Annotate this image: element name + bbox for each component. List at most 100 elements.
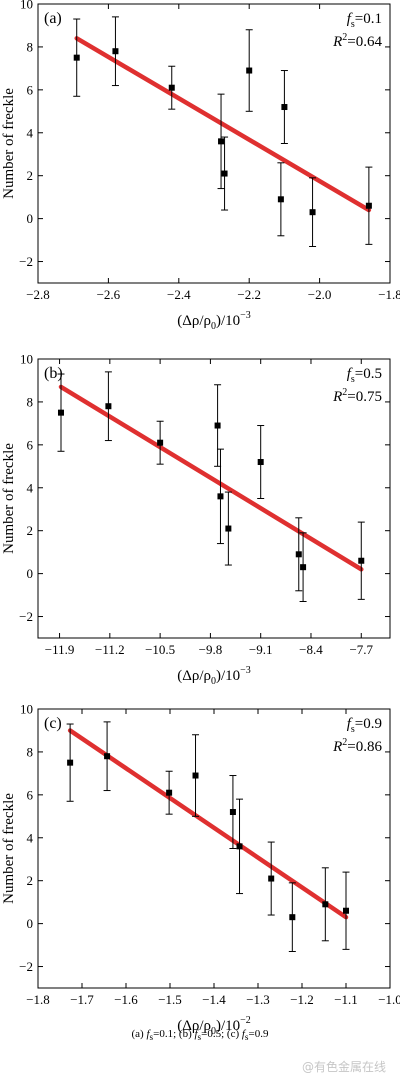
x-tick-label: −1.2: [290, 992, 314, 1007]
annotation-f: f: [347, 11, 353, 27]
data-point: [168, 84, 175, 91]
data-point: [73, 54, 80, 61]
caption-c-f: f: [241, 1028, 245, 1040]
y-tick-label: 0: [27, 211, 34, 226]
x-label-rho-sub: 0: [211, 321, 216, 332]
x-tick-label: −2.2: [237, 287, 261, 302]
x-label-base: (Δρ/ρ: [177, 1018, 211, 1034]
y-tick-label: 2: [27, 873, 34, 888]
data-point: [246, 67, 253, 74]
data-point: [365, 202, 372, 209]
annotation-f: f: [347, 716, 353, 732]
annotation-f-sub: s: [351, 19, 355, 30]
chart-b-svg: −11.9 −11.2 −10.5 −9.8 −9.1 −8.4 −7.7 −2 0 2 4 6 8 10…: [1, 352, 391, 687]
annotation-r2: R2=0.75: [332, 387, 382, 405]
x-tick-label: −7.7: [349, 642, 373, 657]
x-axis-label: (Δρ/ρ0)/10−2: [177, 1015, 251, 1037]
data-point: [214, 422, 221, 429]
data-point: [104, 753, 111, 760]
data-point: [295, 551, 302, 558]
annotation-fs-value: =0.9: [355, 716, 382, 732]
y-tick-label: 6: [27, 787, 34, 802]
caption-c-value: 0.9: [254, 1028, 269, 1040]
annotation-r-sup: 2: [342, 32, 347, 43]
data-point: [166, 789, 173, 796]
annotation-r2: R2=0.64: [332, 32, 382, 50]
chart-panel-a: −2.8 −2.6 −2.4 −2.2 −2.0 −1.8 −2 0 2 4 6 8 10 (a) fs=0…: [0, 0, 400, 350]
caption-b-eq: =: [201, 1028, 208, 1040]
x-label-close: )/10: [216, 668, 240, 684]
chart-panel-c: −1.8 −1.7 −1.6 −1.5 −1.4 −1.3 −1.2 −1.1 −1.0 −2 0 2…: [0, 702, 400, 1055]
fit-line: [74, 36, 372, 213]
caption-b-fsub: s: [197, 1032, 202, 1043]
annotation-f-sub: s: [351, 724, 355, 735]
data-point: [257, 459, 264, 466]
annotation-r: R: [332, 389, 342, 405]
data-point: [358, 557, 365, 564]
x-tick-label: −1.3: [246, 992, 270, 1007]
data-point: [309, 209, 316, 216]
data-point: [229, 809, 236, 816]
x-tick-label: −1.7: [70, 992, 94, 1007]
caption-c-eq: =: [248, 1028, 255, 1040]
y-tick-label: 8: [27, 394, 34, 409]
panel-label: (b): [44, 365, 63, 382]
caption-b-value: 0.5: [207, 1028, 222, 1040]
y-tick-label: 4: [27, 480, 34, 495]
data-point: [277, 196, 284, 203]
x-tick-label: −2.8: [26, 287, 50, 302]
x-axis-label: (Δρ/ρ0)/10−3: [177, 310, 251, 332]
data-point: [105, 403, 112, 410]
annotation-r2-value: =0.64: [347, 34, 382, 50]
y-tick-label: 2: [27, 523, 34, 538]
x-label-exp: −2: [240, 1015, 251, 1026]
fit-line: [67, 728, 349, 920]
caption-c-fsub: s: [244, 1032, 249, 1043]
data-point: [281, 104, 288, 111]
x-tick-label: −2.4: [167, 287, 191, 302]
caption-c-label: ; (c): [221, 1028, 242, 1040]
chart-c-svg: −1.8 −1.7 −1.6 −1.5 −1.4 −1.3 −1.2 −1.1 −1.0 −2 0 2…: [1, 702, 400, 1038]
y-tick-label: 10: [20, 352, 33, 367]
x-tick-label: −11.9: [45, 642, 75, 657]
annotation-r: R: [332, 34, 342, 50]
panel-label: (a): [44, 10, 62, 27]
panel-label: (c): [44, 715, 62, 732]
data-point: [268, 875, 275, 882]
y-tick-label: −2: [19, 609, 33, 624]
annotation-r2-value: =0.75: [347, 389, 382, 405]
annotation-r-sup: 2: [342, 737, 347, 748]
data-point: [57, 409, 64, 416]
y-tick-label: 0: [27, 566, 34, 581]
caption-a-f: f: [146, 1028, 150, 1040]
x-tick-label: −2.6: [97, 287, 121, 302]
data-point: [221, 170, 228, 177]
annotation-fs-value: =0.5: [355, 366, 382, 382]
annotation-r-sup: 2: [342, 387, 347, 398]
data-point: [218, 138, 225, 145]
x-label-exp: −3: [240, 310, 251, 321]
x-tick-label: −2.0: [308, 287, 332, 302]
caption-b-label: ; (b): [173, 1028, 195, 1040]
x-label-rho-sub: 0: [211, 1026, 216, 1037]
x-tick-label: −11.2: [95, 642, 125, 657]
y-tick-label: 2: [27, 168, 34, 183]
x-tick-label: −1.8: [26, 992, 50, 1007]
x-label-exp: −3: [240, 665, 251, 676]
y-tick-label: 10: [20, 702, 33, 717]
y-tick-label: 6: [27, 82, 34, 97]
data-point: [217, 493, 224, 500]
y-tick-label: 8: [27, 39, 34, 54]
x-label-close: )/10: [216, 1018, 240, 1034]
annotation-fs: fs=0.1: [347, 11, 382, 30]
caption-a-label: (a): [131, 1028, 147, 1040]
y-axis-label: Number of freckle: [1, 88, 17, 199]
plot-frame: [37, 358, 391, 639]
data-point: [67, 759, 74, 766]
data-point: [225, 525, 232, 532]
x-tick-label: −1.4: [202, 992, 226, 1007]
data-point: [157, 439, 164, 446]
x-tick-label: −1.0: [378, 992, 400, 1007]
caption-a-eq: =: [153, 1028, 160, 1040]
